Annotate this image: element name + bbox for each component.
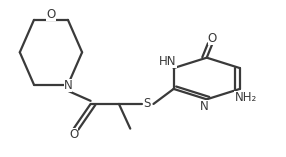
Text: NH₂: NH₂ [234, 91, 257, 104]
Text: N: N [200, 100, 208, 113]
Text: HN: HN [159, 55, 177, 68]
Text: N: N [63, 79, 72, 92]
Text: O: O [46, 8, 55, 21]
Text: O: O [208, 32, 217, 45]
Text: O: O [69, 128, 78, 141]
Text: S: S [144, 97, 151, 110]
